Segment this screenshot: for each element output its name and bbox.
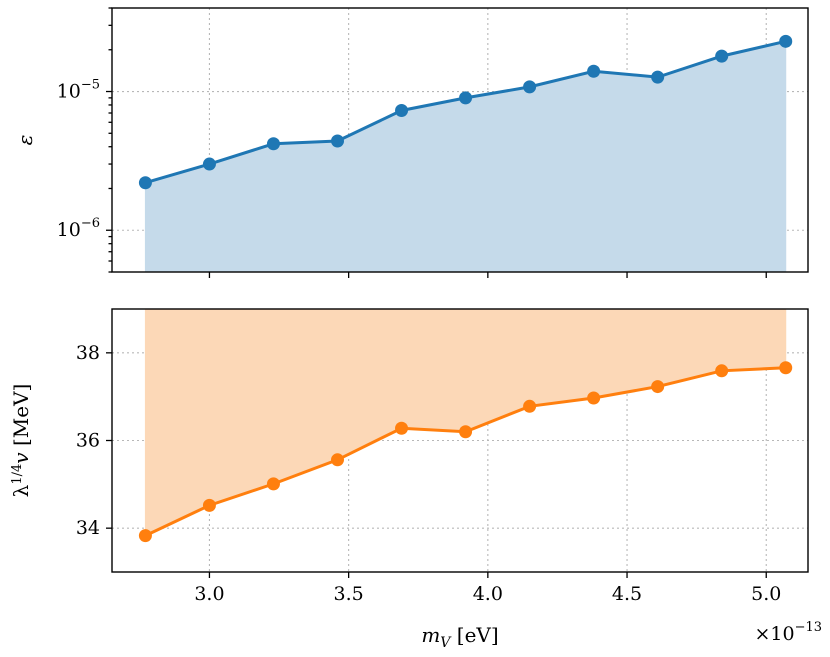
data-point xyxy=(331,134,345,148)
data-point xyxy=(715,364,729,378)
y-tick-label: 36 xyxy=(76,430,100,452)
data-point xyxy=(395,103,409,117)
x-tick-label: 5.0 xyxy=(751,583,781,605)
data-point xyxy=(523,399,537,413)
x-tick-label: 4.5 xyxy=(612,583,642,605)
lambda-points xyxy=(138,361,793,543)
data-point xyxy=(202,157,216,171)
epsilon-ticks: 10−6 10−5 xyxy=(57,7,767,278)
epsilon-fill-area xyxy=(144,40,787,273)
x-tick-label: 4.0 xyxy=(473,583,503,605)
epsilon-points xyxy=(138,34,793,190)
lambda-ticks: 3.0 3.5 4.0 4.5 5.0 34 36 38 xyxy=(76,342,782,605)
data-point xyxy=(459,425,473,439)
epsilon-panel: 10−6 10−5 ε xyxy=(13,7,809,278)
data-point xyxy=(587,64,601,78)
data-point xyxy=(266,137,280,151)
data-point xyxy=(331,453,345,467)
epsilon-y-axis-label: ε xyxy=(13,135,37,146)
data-point xyxy=(138,529,152,543)
lambda-y-axis-label: λ1/4v [MeV] xyxy=(9,384,33,498)
data-point xyxy=(202,498,216,512)
data-point xyxy=(459,91,473,105)
x-tick-label: 3.0 xyxy=(194,583,224,605)
data-point xyxy=(651,70,665,84)
lambda-panel: 3.0 3.5 4.0 4.5 5.0 34 36 38 λ1/4v [MeV] xyxy=(9,308,809,605)
y-tick-label: 34 xyxy=(76,517,100,539)
lambda-fill-area xyxy=(144,308,787,537)
data-point xyxy=(395,421,409,435)
data-point xyxy=(587,391,601,405)
y-tick-label: 10−5 xyxy=(57,78,100,103)
data-point xyxy=(779,361,793,375)
data-point xyxy=(523,80,537,94)
x-axis-offset-text: ×10−13 xyxy=(754,620,822,645)
x-tick-label: 3.5 xyxy=(334,583,364,605)
data-point xyxy=(266,477,280,491)
data-point xyxy=(779,34,793,48)
x-axis-label: mV [eV] xyxy=(421,623,498,651)
data-point xyxy=(138,176,152,190)
data-point xyxy=(651,380,665,394)
data-point xyxy=(715,49,729,63)
epsilon-axes-frame xyxy=(111,7,809,273)
y-tick-label: 38 xyxy=(76,342,100,364)
y-tick-label: 10−6 xyxy=(57,216,100,241)
